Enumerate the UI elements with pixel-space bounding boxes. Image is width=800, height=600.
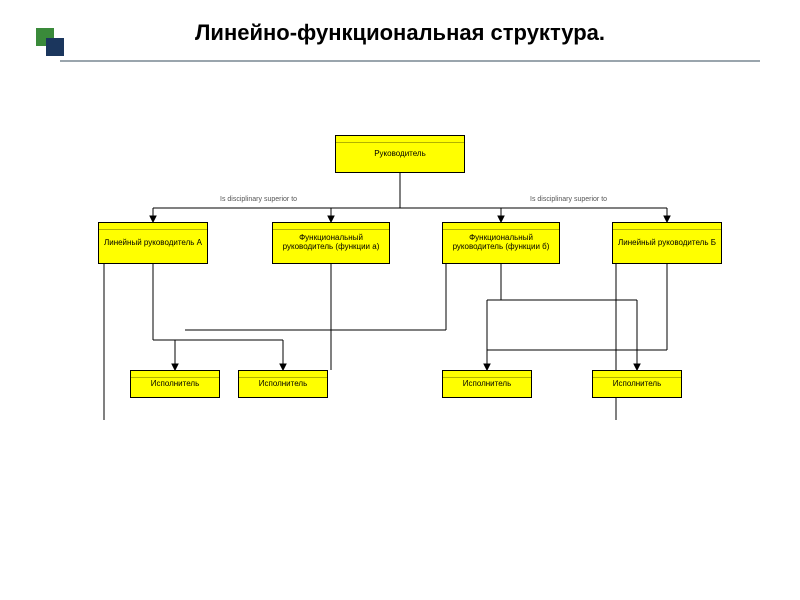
node-lin-a-label: Линейный руководитель А bbox=[104, 239, 202, 248]
node-lin-a: Линейный руководитель А bbox=[98, 222, 208, 264]
node-exec-1: Исполнитель bbox=[130, 370, 220, 398]
title-bar: Линейно-функциональная структура. bbox=[0, 20, 800, 46]
connector-lines bbox=[0, 0, 800, 600]
edge-label-left: Is disciplinary superior to bbox=[220, 196, 297, 203]
node-exec-4: Исполнитель bbox=[592, 370, 682, 398]
edge-label-right: Is disciplinary superior to bbox=[530, 196, 607, 203]
node-exec-4-label: Исполнитель bbox=[613, 380, 662, 389]
node-root-label: Руководитель bbox=[374, 150, 426, 159]
title-underline bbox=[60, 60, 760, 62]
node-exec-3: Исполнитель bbox=[442, 370, 532, 398]
node-exec-2: Исполнитель bbox=[238, 370, 328, 398]
node-root: Руководитель bbox=[335, 135, 465, 173]
page-title: Линейно-функциональная структура. bbox=[195, 20, 605, 45]
node-func-b: Функциональный руководитель (функции б) bbox=[442, 222, 560, 264]
node-func-a-label: Функциональный руководитель (функции а) bbox=[275, 234, 387, 252]
node-lin-b: Линейный руководитель Б bbox=[612, 222, 722, 264]
node-lin-b-label: Линейный руководитель Б bbox=[618, 239, 716, 248]
node-func-b-label: Функциональный руководитель (функции б) bbox=[445, 234, 557, 252]
node-exec-1-label: Исполнитель bbox=[151, 380, 200, 389]
node-func-a: Функциональный руководитель (функции а) bbox=[272, 222, 390, 264]
node-exec-2-label: Исполнитель bbox=[259, 380, 308, 389]
node-exec-3-label: Исполнитель bbox=[463, 380, 512, 389]
